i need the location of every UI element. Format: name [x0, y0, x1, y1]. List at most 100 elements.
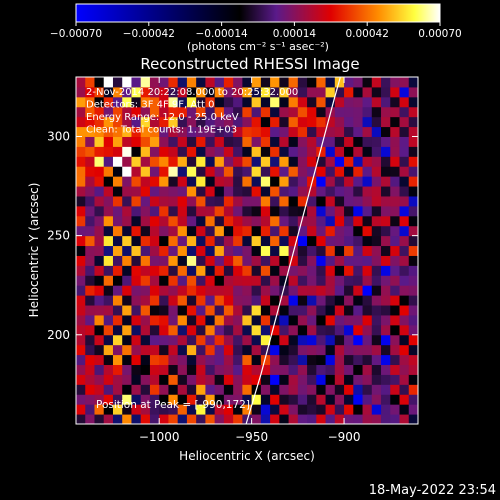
heatmap-cell: [408, 126, 418, 137]
heatmap-cell: [94, 354, 105, 366]
heatmap-cell: [177, 305, 188, 316]
heatmap-cell: [353, 205, 364, 217]
heatmap-cell: [177, 186, 188, 197]
heatmap-cell: [85, 404, 95, 415]
heatmap-cell: [103, 77, 114, 88]
heatmap-cell: [381, 225, 391, 237]
heatmap-cell: [344, 195, 354, 207]
heatmap-cell: [205, 146, 216, 157]
heatmap-cell: [76, 205, 86, 217]
x-tick-label: −900: [328, 430, 361, 444]
heatmap-cell: [168, 305, 179, 316]
heatmap-cell: [408, 265, 418, 276]
heatmap-cell: [140, 215, 151, 227]
heatmap-cell: [390, 354, 401, 366]
heatmap-cell: [233, 96, 243, 108]
heatmap-cell: [214, 404, 225, 415]
heatmap-cell: [131, 86, 142, 98]
heatmap-cell: [344, 275, 354, 286]
heatmap-cell: [196, 354, 206, 366]
heatmap-cell: [94, 305, 105, 316]
heatmap-cell: [223, 364, 234, 375]
heatmap-cell: [223, 344, 234, 356]
heatmap-cell: [279, 265, 290, 276]
heatmap-cell: [205, 205, 216, 217]
heatmap-cell: [131, 77, 142, 88]
heatmap-cell: [371, 414, 382, 424]
heatmap-cell: [381, 265, 391, 276]
heatmap-cell: [371, 235, 382, 247]
heatmap-cell: [260, 275, 271, 286]
heatmap-cell: [288, 215, 299, 227]
heatmap-cell: [149, 186, 160, 197]
heatmap-cell: [159, 364, 169, 375]
heatmap-cell: [408, 285, 418, 296]
heatmap-cell: [76, 364, 86, 375]
heatmap-cell: [177, 215, 188, 227]
heatmap-cell: [270, 126, 280, 137]
heatmap-cell: [353, 265, 364, 276]
heatmap-cell: [223, 404, 234, 415]
heatmap-cell: [353, 176, 364, 187]
heatmap-cell: [353, 116, 364, 128]
heatmap-cell: [316, 136, 327, 147]
heatmap-cell: [344, 225, 354, 237]
heatmap-cell: [131, 146, 142, 157]
heatmap-cell: [362, 314, 373, 326]
colorbar-tick-label: −0.00014: [195, 28, 248, 40]
heatmap-cell: [353, 156, 364, 167]
heatmap-cell: [94, 146, 105, 157]
heatmap-cell: [85, 136, 95, 147]
heatmap-cell: [344, 414, 354, 424]
heatmap-cell: [196, 166, 206, 177]
heatmap-cell: [325, 195, 336, 207]
heatmap-cell: [325, 394, 336, 405]
heatmap-cell: [122, 86, 132, 98]
heatmap-cell: [85, 96, 95, 108]
heatmap-cell: [196, 106, 206, 118]
heatmap-cell: [177, 195, 188, 207]
heatmap-cell: [223, 186, 234, 197]
x-axis-ticks: −1000 −950 −900: [139, 77, 361, 444]
heatmap-cell: [242, 106, 253, 118]
heatmap-cell: [122, 176, 132, 187]
heatmap-cell: [316, 86, 327, 98]
heatmap-cell: [325, 285, 336, 296]
heatmap-cell: [251, 275, 262, 286]
heatmap-cell: [353, 414, 364, 424]
heatmap-cells: [76, 77, 418, 424]
heatmap-cell: [399, 205, 410, 217]
heatmap-cell: [122, 374, 132, 385]
heatmap-cell: [168, 285, 179, 296]
heatmap-cell: [112, 384, 123, 395]
heatmap-cell: [325, 265, 336, 276]
heatmap-cell: [140, 136, 151, 147]
heatmap-cell: [233, 126, 243, 137]
heatmap-cell: [316, 96, 327, 108]
heatmap-cell: [233, 156, 243, 167]
heatmap-cell: [270, 384, 280, 395]
heatmap-cell: [140, 324, 151, 336]
heatmap-cell: [316, 186, 327, 197]
heatmap-cell: [381, 295, 391, 306]
heatmap-cell: [399, 305, 410, 316]
heatmap-cell: [159, 394, 169, 405]
heatmap-cell: [334, 374, 345, 385]
heatmap-cell: [362, 225, 373, 237]
heatmap-cell: [186, 156, 197, 167]
heatmap-cell: [316, 374, 327, 385]
heatmap-cell: [196, 344, 206, 356]
heatmap-cell: [279, 295, 290, 306]
heatmap-cell: [307, 195, 317, 207]
heatmap-cell: [223, 235, 234, 247]
heatmap-cell: [233, 394, 243, 405]
heatmap-cell: [168, 166, 179, 177]
heatmap-cell: [334, 265, 345, 276]
heatmap-cell: [94, 176, 105, 187]
heatmap-cell: [288, 235, 299, 247]
heatmap-cell: [76, 265, 86, 276]
heatmap-cell: [325, 235, 336, 247]
heatmap-cell: [94, 215, 105, 227]
heatmap-cell: [76, 235, 86, 247]
heatmap-cell: [177, 96, 188, 108]
